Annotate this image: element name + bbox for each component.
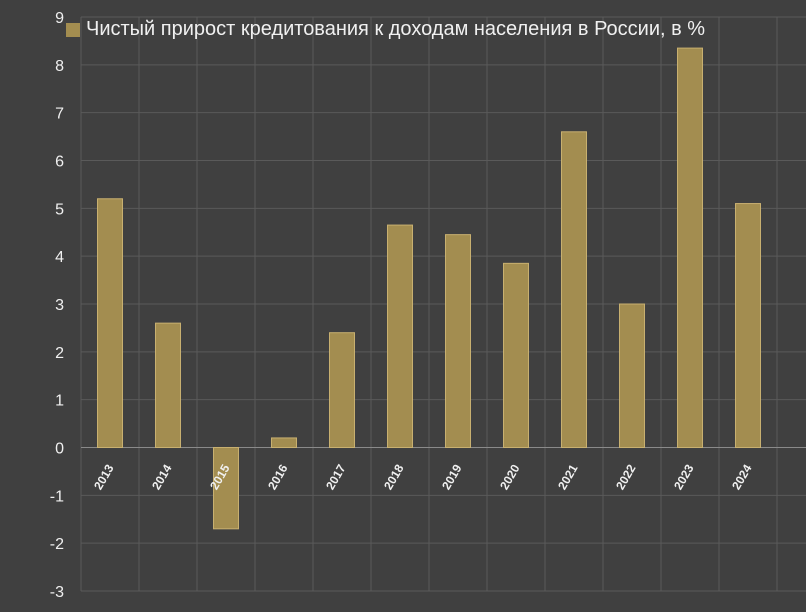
y-axis-ticks: -3 -2 -1 0 1 2 3 4 5 6 7 8 9: [50, 10, 64, 601]
x-tick-label: 2022: [613, 462, 639, 492]
y-tick-label: -1: [50, 488, 64, 505]
x-tick-label: 2024: [729, 462, 755, 492]
y-tick-label: 2: [55, 345, 64, 362]
bar-2017: [329, 332, 355, 449]
y-tick-label: 7: [55, 106, 64, 123]
y-tick-label: 8: [55, 58, 64, 75]
bar-2016: [271, 437, 297, 448]
y-tick-label: 0: [55, 441, 64, 458]
y-tick-label: 9: [55, 10, 64, 27]
y-tick-label: -2: [50, 536, 64, 553]
y-tick-label: 1: [55, 393, 64, 410]
x-tick-label: 2017: [323, 462, 349, 492]
legend-label: Чистый прирост кредитования к доходам на…: [86, 18, 706, 40]
x-tick-label: 2013: [91, 462, 117, 492]
y-tick-label: 3: [55, 297, 64, 314]
y-tick-label: -3: [50, 584, 64, 601]
y-tick-label: 5: [55, 201, 64, 218]
x-tick-label: 2020: [497, 462, 523, 492]
legend: Чистый прирост кредитования к доходам на…: [66, 18, 705, 41]
bar-2013: [97, 198, 123, 448]
bar-2014: [155, 322, 181, 448]
x-tick-label: 2018: [381, 462, 407, 492]
bar-2020: [503, 262, 529, 449]
x-axis-ticks: 2013 2014 2015 2016 2017 2018 2019 2020 2021 2022…: [91, 462, 755, 492]
bar-2019: [445, 234, 471, 448]
bar-2023: [677, 47, 703, 448]
bar-2021: [561, 131, 587, 449]
x-tick-label: 2019: [439, 462, 465, 492]
y-tick-label: 4: [55, 249, 64, 266]
bar-2024: [735, 203, 761, 448]
bars: [97, 47, 761, 530]
y-tick-label: 6: [55, 154, 64, 171]
grid: [80, 16, 806, 592]
legend-swatch: [66, 22, 80, 37]
bar-2022: [619, 303, 645, 448]
x-tick-label: 2016: [265, 462, 291, 492]
bar-2018: [387, 224, 413, 448]
x-tick-label: 2023: [671, 462, 697, 492]
bar-2015: [213, 447, 239, 530]
x-tick-label: 2021: [555, 462, 581, 492]
x-tick-label: 2014: [149, 462, 175, 492]
